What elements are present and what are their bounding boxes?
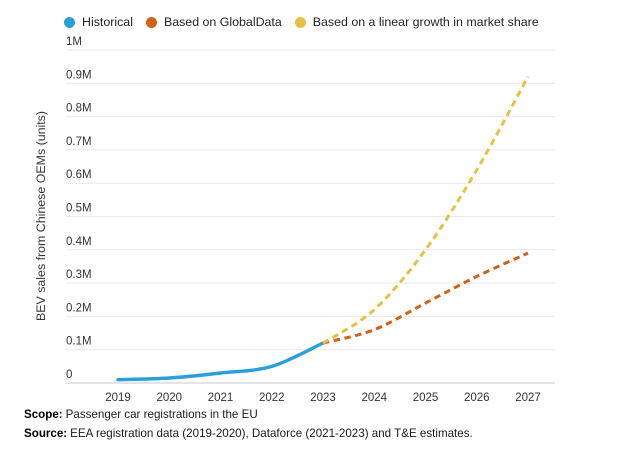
chart-footnotes: Scope: Passenger car registrations in the… [24,405,473,443]
legend-label: Based on GlobalData [163,15,282,29]
legend-item-historical: Historical [64,15,133,29]
chart-canvas: 0 0.1M 0.2M 0.3M 0.4M 0.5M 0.6M 0.7M 0.8M 0.9M 1M 2… [66,36,555,404]
svg-text:2022: 2022 [259,392,285,404]
legend-label: Historical [82,15,133,29]
svg-text:0: 0 [66,369,72,381]
svg-text:0.1M: 0.1M [66,336,92,348]
svg-text:2020: 2020 [156,392,182,404]
globaldata-dot-icon [145,16,157,28]
svg-text:2019: 2019 [105,392,131,404]
svg-text:2026: 2026 [464,392,490,404]
svg-text:2027: 2027 [515,392,541,404]
svg-text:2025: 2025 [413,392,439,404]
linear-growth-dot-icon [294,16,306,28]
chart-legend: Historical Based on GlobalData Based on … [64,15,539,29]
source-text: EEA registration data (2019-2020), Dataf… [70,427,473,440]
svg-text:0.2M: 0.2M [66,302,92,314]
svg-text:0.9M: 0.9M [66,69,92,81]
legend-item-linear-growth: Based on a linear growth in market share [294,15,539,29]
svg-text:0.8M: 0.8M [66,103,92,115]
svg-text:0.6M: 0.6M [66,169,92,181]
scope-label: Scope: [24,408,63,421]
svg-text:0.7M: 0.7M [66,136,92,148]
scope-note: Scope: Passenger car registrations in the… [24,405,473,424]
source-label: Source: [24,427,68,440]
svg-text:0.5M: 0.5M [66,203,92,215]
svg-text:0.4M: 0.4M [66,236,92,248]
legend-item-globaldata: Based on GlobalData [145,15,282,29]
svg-text:2023: 2023 [310,392,336,404]
svg-text:2024: 2024 [361,392,387,404]
svg-text:2021: 2021 [208,392,234,404]
source-note: Source: EEA registration data (2019-2020)… [24,424,473,443]
svg-text:0.3M: 0.3M [66,269,92,281]
legend-label: Based on a linear growth in market share [312,15,539,29]
historical-dot-icon [64,16,75,28]
scope-text: Passenger car registrations in the EU [65,408,258,421]
svg-text:1M: 1M [66,36,82,48]
